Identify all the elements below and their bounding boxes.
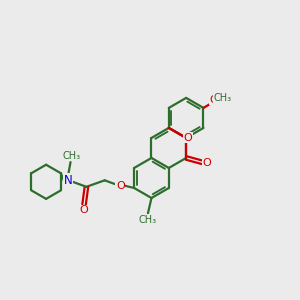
Text: O: O xyxy=(183,133,192,143)
Text: N: N xyxy=(64,174,73,187)
Text: O: O xyxy=(202,158,211,168)
Text: O: O xyxy=(79,206,88,215)
Text: CH₃: CH₃ xyxy=(138,215,156,225)
Text: CH₃: CH₃ xyxy=(213,93,231,103)
Text: CH₃: CH₃ xyxy=(62,151,80,160)
Text: O: O xyxy=(116,181,125,190)
Text: O: O xyxy=(210,94,218,104)
